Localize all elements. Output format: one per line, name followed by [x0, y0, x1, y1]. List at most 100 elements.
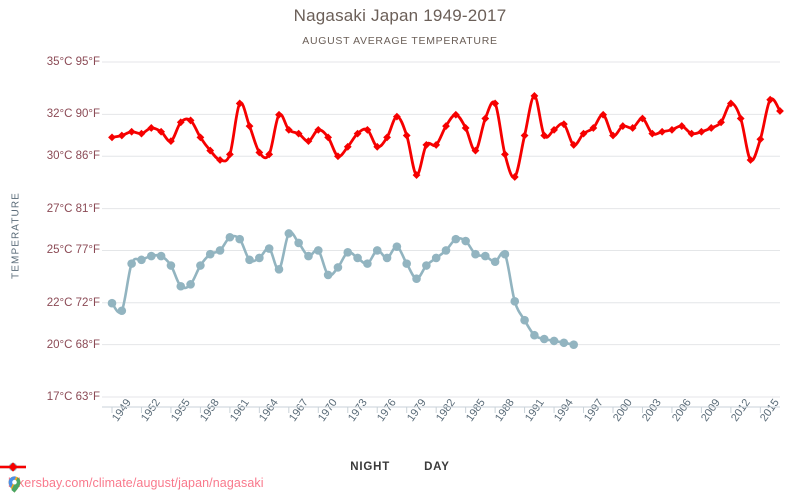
data-point-night[interactable]	[559, 338, 569, 348]
data-point-night[interactable]	[274, 264, 284, 274]
data-point-day[interactable]	[569, 141, 578, 149]
data-point-day[interactable]	[618, 122, 627, 130]
data-point-day[interactable]	[579, 129, 588, 138]
data-point-night[interactable]	[490, 257, 500, 267]
data-point-day[interactable]	[402, 131, 411, 140]
data-point-night[interactable]	[412, 274, 421, 284]
data-point-night[interactable]	[461, 236, 470, 246]
data-point-night[interactable]	[176, 281, 186, 291]
data-point-day[interactable]	[147, 124, 156, 132]
data-point-day[interactable]	[137, 129, 146, 138]
data-point-day[interactable]	[334, 152, 342, 161]
data-point-day[interactable]	[225, 150, 234, 159]
data-point-night[interactable]	[549, 336, 559, 346]
data-point-day[interactable]	[127, 127, 136, 136]
data-point-night[interactable]	[235, 234, 245, 244]
data-point-night[interactable]	[264, 244, 274, 253]
data-point-night[interactable]	[117, 306, 127, 316]
data-point-day[interactable]	[501, 150, 509, 159]
data-point-day[interactable]	[412, 171, 421, 179]
data-point-night[interactable]	[196, 261, 205, 270]
data-point-night[interactable]	[510, 297, 520, 306]
data-point-night[interactable]	[333, 263, 343, 272]
data-point-night[interactable]	[294, 238, 303, 248]
data-point-day[interactable]	[324, 133, 333, 142]
data-point-day[interactable]	[726, 99, 735, 108]
data-point-night[interactable]	[480, 251, 490, 261]
legend-item-day[interactable]: DAY	[0, 461, 450, 473]
data-point-day[interactable]	[756, 135, 765, 144]
data-point-day[interactable]	[491, 99, 500, 108]
data-point-night[interactable]	[186, 280, 195, 289]
data-point-night[interactable]	[215, 246, 225, 255]
data-point-day[interactable]	[471, 146, 480, 155]
data-point-day[interactable]	[697, 127, 706, 136]
data-point-day[interactable]	[108, 133, 116, 142]
data-point-day[interactable]	[746, 156, 755, 164]
data-point-night[interactable]	[313, 246, 323, 255]
data-point-day[interactable]	[628, 124, 637, 132]
data-point-night[interactable]	[205, 249, 215, 259]
data-point-night[interactable]	[353, 253, 362, 263]
data-point-day[interactable]	[117, 131, 126, 140]
data-point-night[interactable]	[471, 249, 480, 259]
data-point-night[interactable]	[255, 253, 264, 263]
data-point-night[interactable]	[431, 253, 441, 263]
data-point-day[interactable]	[609, 131, 617, 140]
data-point-night[interactable]	[372, 246, 382, 255]
data-point-day[interactable]	[206, 146, 215, 155]
data-point-day[interactable]	[461, 124, 470, 132]
data-point-day[interactable]	[589, 124, 598, 132]
data-point-night[interactable]	[539, 334, 549, 344]
data-point-day[interactable]	[599, 110, 608, 119]
data-point-day[interactable]	[284, 125, 293, 134]
data-point-day[interactable]	[717, 118, 725, 127]
data-point-day[interactable]	[442, 122, 450, 130]
data-point-day[interactable]	[559, 120, 568, 129]
data-point-night[interactable]	[304, 251, 313, 261]
data-point-day[interactable]	[373, 142, 382, 151]
data-point-day[interactable]	[235, 99, 244, 108]
data-point-day[interactable]	[736, 114, 745, 123]
data-point-day[interactable]	[658, 127, 667, 136]
source-footer[interactable]: hikersbay.com/climate/august/japan/nagas…	[8, 476, 264, 493]
data-point-day[interactable]	[216, 156, 224, 164]
data-point-night[interactable]	[569, 340, 579, 349]
data-point-day[interactable]	[363, 125, 372, 134]
data-point-day[interactable]	[432, 141, 441, 149]
data-point-night[interactable]	[392, 242, 402, 251]
data-point-night[interactable]	[107, 298, 117, 308]
data-point-day[interactable]	[648, 129, 657, 138]
data-point-night[interactable]	[225, 232, 235, 242]
data-point-day[interactable]	[766, 95, 775, 104]
data-point-night[interactable]	[156, 251, 166, 261]
data-point-day[interactable]	[176, 118, 185, 127]
data-point-night[interactable]	[520, 315, 529, 325]
data-point-day[interactable]	[245, 122, 254, 130]
data-point-day[interactable]	[707, 124, 716, 132]
data-point-night[interactable]	[146, 251, 156, 261]
data-point-night[interactable]	[343, 248, 353, 257]
source-url[interactable]: hikersbay.com/climate/august/japan/nagas…	[8, 476, 264, 490]
data-point-day[interactable]	[687, 129, 696, 138]
data-point-day[interactable]	[343, 142, 352, 151]
data-point-night[interactable]	[245, 255, 254, 265]
data-point-night[interactable]	[530, 330, 539, 340]
data-point-day[interactable]	[550, 125, 558, 134]
data-point-night[interactable]	[451, 234, 461, 244]
data-point-day[interactable]	[392, 112, 401, 121]
data-point-day[interactable]	[540, 131, 549, 140]
data-point-day[interactable]	[383, 133, 391, 142]
data-point-day[interactable]	[275, 110, 283, 119]
data-point-day[interactable]	[196, 133, 205, 142]
data-point-night[interactable]	[284, 229, 294, 238]
data-point-night[interactable]	[323, 270, 333, 280]
data-point-night[interactable]	[363, 259, 372, 268]
data-point-day[interactable]	[677, 122, 686, 130]
data-point-night[interactable]	[402, 259, 412, 268]
data-point-day[interactable]	[265, 150, 274, 159]
data-point-night[interactable]	[127, 259, 136, 268]
data-point-day[interactable]	[481, 114, 490, 123]
data-point-day[interactable]	[294, 129, 303, 138]
data-point-day[interactable]	[255, 148, 264, 157]
